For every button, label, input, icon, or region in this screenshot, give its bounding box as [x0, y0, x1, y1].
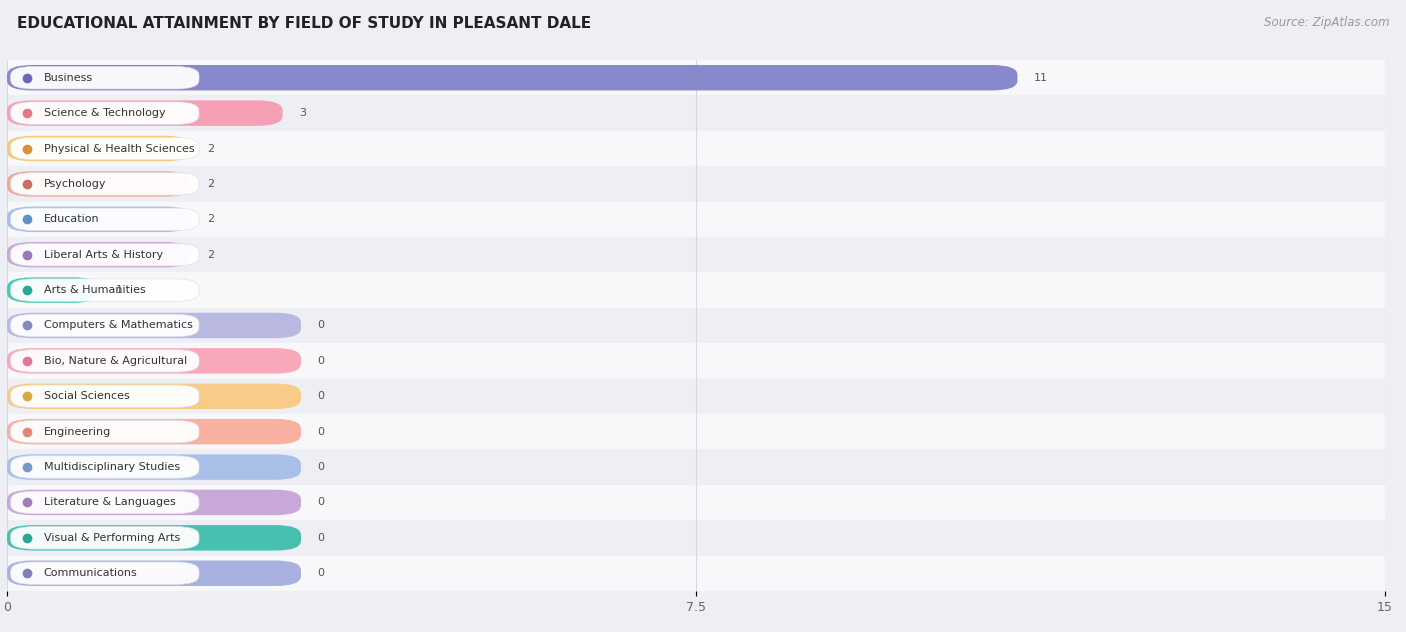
Text: Liberal Arts & History: Liberal Arts & History	[44, 250, 163, 260]
FancyBboxPatch shape	[7, 136, 191, 161]
Text: 0: 0	[318, 462, 325, 472]
Text: Engineering: Engineering	[44, 427, 111, 437]
Bar	[7, 95, 1385, 131]
FancyBboxPatch shape	[7, 171, 191, 197]
Text: 2: 2	[207, 250, 214, 260]
Text: EDUCATIONAL ATTAINMENT BY FIELD OF STUDY IN PLEASANT DALE: EDUCATIONAL ATTAINMENT BY FIELD OF STUDY…	[17, 16, 591, 31]
FancyBboxPatch shape	[7, 207, 191, 232]
FancyBboxPatch shape	[7, 454, 301, 480]
FancyBboxPatch shape	[7, 65, 1018, 90]
FancyBboxPatch shape	[11, 243, 200, 266]
FancyBboxPatch shape	[7, 313, 301, 338]
Text: 0: 0	[318, 356, 325, 366]
Text: Education: Education	[44, 214, 100, 224]
Bar	[7, 202, 1385, 237]
FancyBboxPatch shape	[11, 173, 200, 195]
Text: Arts & Humanities: Arts & Humanities	[44, 285, 146, 295]
FancyBboxPatch shape	[11, 137, 200, 160]
Text: Literature & Languages: Literature & Languages	[44, 497, 176, 507]
Text: 1: 1	[115, 285, 122, 295]
Text: Psychology: Psychology	[44, 179, 107, 189]
FancyBboxPatch shape	[7, 384, 301, 409]
Bar	[7, 308, 1385, 343]
Bar	[7, 379, 1385, 414]
FancyBboxPatch shape	[11, 279, 200, 301]
Text: 0: 0	[318, 533, 325, 543]
FancyBboxPatch shape	[7, 100, 283, 126]
FancyBboxPatch shape	[11, 102, 200, 125]
Bar	[7, 485, 1385, 520]
FancyBboxPatch shape	[11, 526, 200, 549]
Text: Bio, Nature & Agricultural: Bio, Nature & Agricultural	[44, 356, 187, 366]
FancyBboxPatch shape	[7, 419, 301, 444]
FancyBboxPatch shape	[11, 491, 200, 514]
Text: Social Sciences: Social Sciences	[44, 391, 129, 401]
Text: 2: 2	[207, 143, 214, 154]
Bar	[7, 60, 1385, 95]
Bar	[7, 237, 1385, 272]
Bar	[7, 556, 1385, 591]
Text: 0: 0	[318, 568, 325, 578]
FancyBboxPatch shape	[11, 314, 200, 337]
FancyBboxPatch shape	[11, 66, 200, 89]
Text: Business: Business	[44, 73, 93, 83]
Bar	[7, 449, 1385, 485]
FancyBboxPatch shape	[7, 561, 301, 586]
FancyBboxPatch shape	[11, 349, 200, 372]
FancyBboxPatch shape	[11, 208, 200, 231]
Text: Communications: Communications	[44, 568, 138, 578]
Bar	[7, 520, 1385, 556]
Text: 3: 3	[299, 108, 307, 118]
FancyBboxPatch shape	[7, 242, 191, 267]
Text: Source: ZipAtlas.com: Source: ZipAtlas.com	[1264, 16, 1389, 29]
Text: 11: 11	[1033, 73, 1047, 83]
Text: 2: 2	[207, 179, 214, 189]
FancyBboxPatch shape	[11, 562, 200, 585]
Text: Computers & Mathematics: Computers & Mathematics	[44, 320, 193, 331]
Text: Visual & Performing Arts: Visual & Performing Arts	[44, 533, 180, 543]
Text: 0: 0	[318, 320, 325, 331]
FancyBboxPatch shape	[7, 490, 301, 515]
Text: 0: 0	[318, 497, 325, 507]
Text: Multidisciplinary Studies: Multidisciplinary Studies	[44, 462, 180, 472]
FancyBboxPatch shape	[7, 525, 301, 550]
Bar	[7, 131, 1385, 166]
Text: 0: 0	[318, 427, 325, 437]
FancyBboxPatch shape	[7, 277, 98, 303]
Text: Science & Technology: Science & Technology	[44, 108, 166, 118]
FancyBboxPatch shape	[11, 456, 200, 478]
FancyBboxPatch shape	[11, 420, 200, 443]
Bar	[7, 272, 1385, 308]
FancyBboxPatch shape	[7, 348, 301, 374]
FancyBboxPatch shape	[11, 385, 200, 408]
Text: 0: 0	[318, 391, 325, 401]
Bar	[7, 343, 1385, 379]
Bar	[7, 166, 1385, 202]
Bar	[7, 414, 1385, 449]
Text: Physical & Health Sciences: Physical & Health Sciences	[44, 143, 194, 154]
Text: 2: 2	[207, 214, 214, 224]
